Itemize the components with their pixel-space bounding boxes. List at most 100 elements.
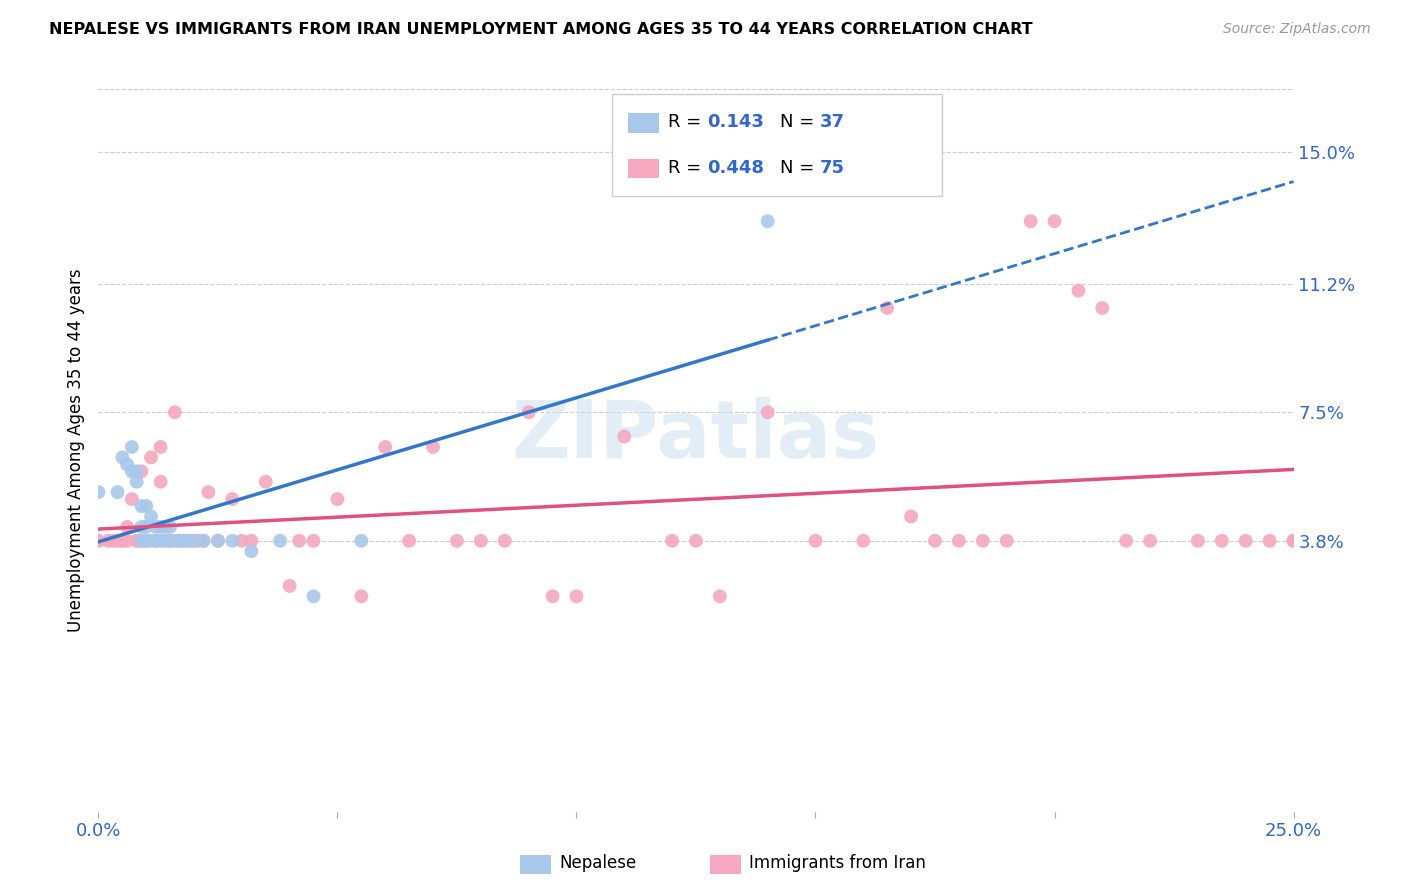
Point — [97, 533, 120, 548]
Point — [159, 533, 181, 548]
Point — [254, 475, 277, 489]
Point — [1234, 533, 1257, 548]
Text: N =: N = — [780, 159, 820, 177]
Point — [115, 533, 138, 548]
Point — [470, 533, 492, 548]
Point — [135, 533, 157, 548]
Point — [159, 533, 181, 548]
Point — [169, 533, 191, 548]
Point — [145, 533, 167, 548]
Point — [1211, 533, 1233, 548]
Point — [1019, 214, 1042, 228]
Text: R =: R = — [668, 113, 707, 131]
Point — [350, 533, 373, 548]
Text: NEPALESE VS IMMIGRANTS FROM IRAN UNEMPLOYMENT AMONG AGES 35 TO 44 YEARS CORRELAT: NEPALESE VS IMMIGRANTS FROM IRAN UNEMPLO… — [49, 22, 1033, 37]
Point — [139, 450, 162, 465]
Point — [87, 533, 110, 548]
Point — [1282, 533, 1305, 548]
Point — [852, 533, 875, 548]
Point — [159, 533, 181, 548]
Text: R =: R = — [668, 159, 707, 177]
Text: Nepalese: Nepalese — [560, 855, 637, 872]
Point — [302, 590, 325, 604]
Point — [145, 520, 167, 534]
Point — [398, 533, 420, 548]
Point — [183, 533, 205, 548]
Point — [173, 533, 195, 548]
Point — [131, 520, 153, 534]
Point — [197, 485, 219, 500]
Point — [183, 533, 205, 548]
Y-axis label: Unemployment Among Ages 35 to 44 years: Unemployment Among Ages 35 to 44 years — [66, 268, 84, 632]
Point — [1282, 533, 1305, 548]
Point — [661, 533, 683, 548]
Point — [111, 533, 134, 548]
Point — [876, 301, 898, 315]
Point — [494, 533, 516, 548]
Point — [131, 499, 153, 513]
Point — [517, 405, 540, 419]
Point — [125, 533, 148, 548]
Point — [900, 509, 922, 524]
Point — [240, 533, 263, 548]
Point — [135, 499, 157, 513]
Point — [125, 464, 148, 478]
Text: ZIPatlas: ZIPatlas — [512, 397, 880, 475]
Point — [948, 533, 970, 548]
Text: Immigrants from Iran: Immigrants from Iran — [749, 855, 927, 872]
Point — [121, 464, 143, 478]
Point — [125, 533, 148, 548]
Point — [155, 533, 177, 548]
Point — [565, 590, 588, 604]
Point — [288, 533, 311, 548]
Point — [107, 533, 129, 548]
Point — [1115, 533, 1137, 548]
Point — [221, 492, 243, 507]
Point — [972, 533, 994, 548]
Point — [193, 533, 215, 548]
Point — [193, 533, 215, 548]
Point — [326, 492, 349, 507]
Point — [1067, 284, 1090, 298]
Point — [149, 440, 172, 454]
Text: N =: N = — [780, 113, 820, 131]
Point — [135, 533, 157, 548]
Point — [111, 533, 134, 548]
Point — [121, 440, 143, 454]
Point — [111, 450, 134, 465]
Point — [149, 475, 172, 489]
Text: 37: 37 — [820, 113, 845, 131]
Point — [756, 214, 779, 228]
Text: Source: ZipAtlas.com: Source: ZipAtlas.com — [1223, 22, 1371, 37]
Point — [1043, 214, 1066, 228]
Point — [709, 590, 731, 604]
Point — [541, 590, 564, 604]
Point — [169, 533, 191, 548]
Point — [221, 533, 243, 548]
Point — [115, 520, 138, 534]
Point — [231, 533, 253, 548]
Point — [163, 533, 186, 548]
Point — [107, 485, 129, 500]
Point — [613, 429, 636, 443]
Point — [173, 533, 195, 548]
Point — [995, 533, 1018, 548]
Point — [1258, 533, 1281, 548]
Point — [804, 533, 827, 548]
Point — [155, 533, 177, 548]
Point — [240, 544, 263, 558]
Point — [207, 533, 229, 548]
Point — [101, 533, 124, 548]
Text: 0.448: 0.448 — [707, 159, 765, 177]
Point — [179, 533, 201, 548]
Text: 0.143: 0.143 — [707, 113, 763, 131]
Point — [1091, 301, 1114, 315]
Point — [125, 475, 148, 489]
Point — [155, 520, 177, 534]
Point — [278, 579, 301, 593]
Point — [1139, 533, 1161, 548]
Point — [131, 464, 153, 478]
Point — [145, 533, 167, 548]
Point — [1187, 533, 1209, 548]
Point — [149, 533, 172, 548]
